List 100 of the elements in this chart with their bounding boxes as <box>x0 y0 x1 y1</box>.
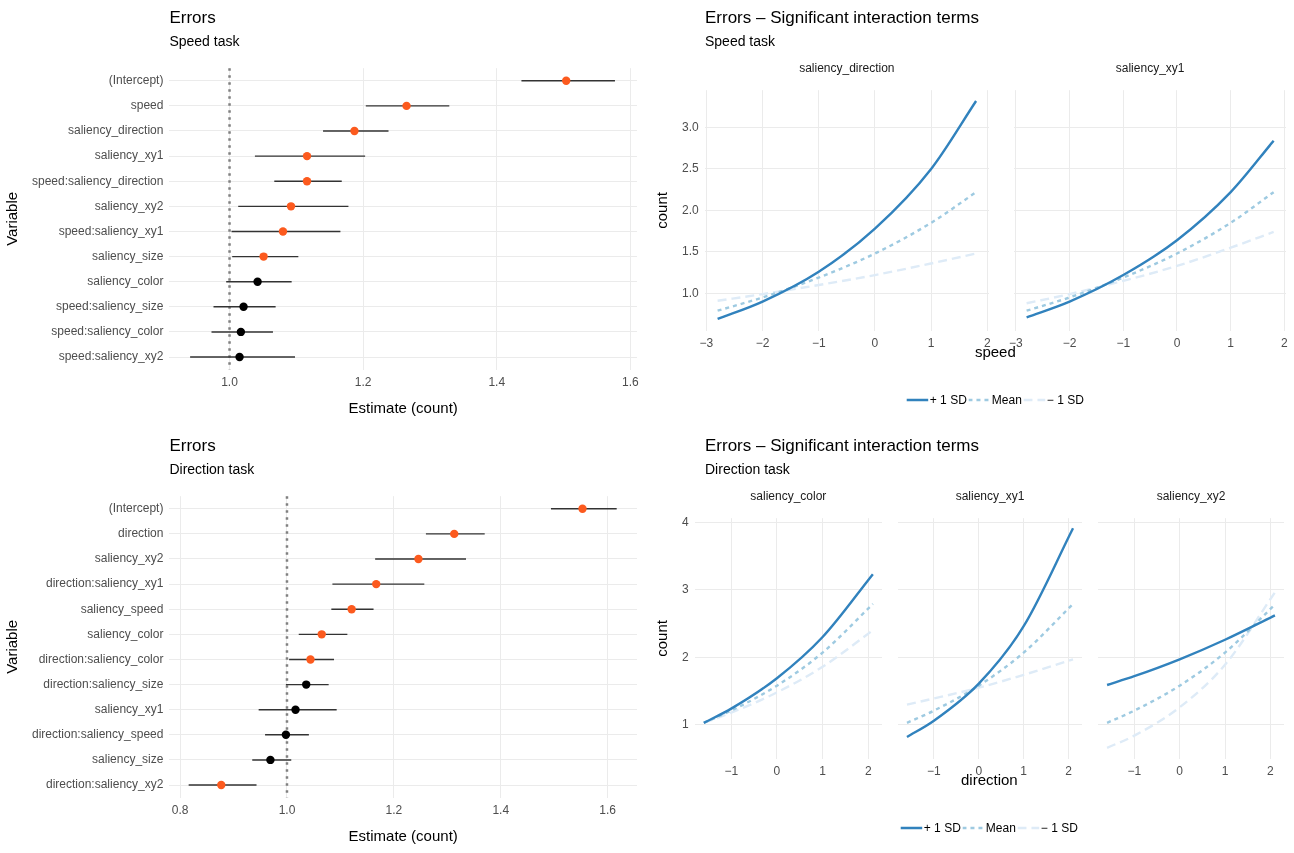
y-tick-label: speed <box>130 98 164 113</box>
point <box>561 76 571 85</box>
x-tick-label: 0 <box>1176 764 1184 779</box>
line-series <box>716 190 978 312</box>
y-tick-label: direction:saliency_speed <box>31 727 164 742</box>
text: Speed task <box>705 33 776 49</box>
y-tick-label: speed:saliency_xy2 <box>58 349 164 364</box>
legend-label: + 1 SD <box>929 393 967 407</box>
y-tick-label: saliency_color <box>87 274 164 288</box>
x-tick-label: 1 <box>1020 764 1028 779</box>
point <box>578 504 587 513</box>
point <box>317 630 326 639</box>
y-tick-label: saliency_color <box>87 626 164 641</box>
x-tick-label: −1 <box>927 764 942 779</box>
x-tick-label: 1.0 <box>221 375 239 390</box>
y-axis-title: count <box>653 191 671 229</box>
x-tick-label: 0 <box>1173 336 1181 351</box>
point <box>259 252 268 261</box>
x-tick-label: 2 <box>1281 336 1289 351</box>
y-tick-label: speed:saliency_xy1 <box>58 223 164 238</box>
y-tick-label: 3.0 <box>681 119 699 134</box>
y-tick-label: saliency_direction <box>68 123 164 138</box>
x-tick-label: −1 <box>811 336 826 351</box>
x-tick-label: 2 <box>864 764 872 779</box>
text: Direction task <box>705 461 790 477</box>
x-tick-label: −1 <box>724 764 739 779</box>
point <box>286 202 296 211</box>
point <box>350 126 359 136</box>
point <box>402 101 411 111</box>
text: Errors – Significant interaction terms <box>705 8 979 28</box>
x-axis-title: Estimate (count) <box>348 399 458 417</box>
y-axis-title: count <box>653 619 671 657</box>
point <box>372 579 381 589</box>
x-tick-label: 1.6 <box>621 375 639 390</box>
y-tick-label: speed:saliency_direction <box>31 173 164 188</box>
x-tick-label: 1.0 <box>278 803 296 818</box>
point <box>306 655 315 664</box>
y-tick-label: direction:saliency_size <box>43 676 164 691</box>
point <box>217 780 226 790</box>
point <box>347 605 356 614</box>
y-tick-label: saliency_xy1 <box>94 148 164 163</box>
y-tick-label: 2.0 <box>681 202 699 217</box>
x-tick-label: −2 <box>755 336 770 351</box>
y-tick-label: direction:saliency_xy1 <box>46 576 164 591</box>
y-tick-label: saliency_xy2 <box>94 551 164 566</box>
legend-label: Mean <box>985 821 1016 835</box>
y-tick-label: 1 <box>681 717 689 732</box>
chart-title: saliency_xy1 <box>955 489 1025 503</box>
x-tick-label: 1 <box>1221 764 1229 779</box>
x-tick-label: 1 <box>1227 336 1235 351</box>
point <box>414 554 423 564</box>
point <box>450 529 459 539</box>
x-tick-label: −2 <box>1062 336 1077 351</box>
x-tick-label: −1 <box>1127 764 1142 779</box>
x-tick-label: 0 <box>773 764 781 779</box>
y-tick-label: saliency_size <box>92 248 164 263</box>
y-tick-label: 1.5 <box>681 244 699 259</box>
point <box>291 705 300 714</box>
x-tick-label: 1.4 <box>488 375 506 390</box>
chart-title: saliency_direction <box>799 61 895 75</box>
chart-title: Errors <box>169 436 216 456</box>
legend-label: Mean <box>991 393 1022 407</box>
chart-title: saliency_xy1 <box>1115 61 1185 75</box>
y-tick-label: 2.5 <box>681 161 699 176</box>
legend-label: + 1 SD <box>923 821 961 835</box>
chart-title: Errors <box>169 8 216 28</box>
y-tick-label: saliency_size <box>92 752 164 767</box>
y-tick-label: saliency_xy2 <box>94 198 164 213</box>
legend-label: − 1 SD <box>1046 393 1084 407</box>
point <box>266 755 275 765</box>
x-tick-label: 1 <box>819 764 827 779</box>
x-tick-label: 2 <box>1267 764 1275 779</box>
y-tick-label: saliency_xy1 <box>94 702 164 716</box>
y-axis-title: Variable <box>3 191 21 246</box>
x-tick-label: 1.4 <box>492 803 510 818</box>
line-series <box>716 99 978 321</box>
point <box>302 177 312 186</box>
point <box>235 352 244 362</box>
x-tick-label: −1 <box>1116 336 1131 351</box>
y-tick-label: 4 <box>681 514 689 529</box>
x-tick-label: 1 <box>927 336 935 351</box>
y-tick-label: direction:saliency_color <box>38 651 164 666</box>
x-tick-label: 0 <box>871 336 879 351</box>
point <box>302 680 311 689</box>
point <box>236 327 246 337</box>
y-tick-label: speed:saliency_color <box>51 324 164 339</box>
point <box>239 302 248 312</box>
text: Errors – Significant interaction terms <box>705 436 979 456</box>
y-tick-label: direction <box>118 526 164 541</box>
x-tick-label: 0.8 <box>171 803 189 818</box>
x-tick-label: 1.2 <box>354 375 372 390</box>
y-tick-label: 3 <box>681 582 689 597</box>
y-tick-label: (Intercept) <box>108 501 164 516</box>
y-tick-label: direction:saliency_xy2 <box>46 777 164 792</box>
line-series <box>702 573 875 725</box>
chart-title: saliency_color <box>750 489 827 503</box>
y-tick-label: saliency_speed <box>80 601 164 616</box>
y-axis-title: Variable <box>3 619 21 674</box>
chart-subtitle: Speed task <box>169 33 240 49</box>
y-tick-label: speed:saliency_size <box>56 299 164 314</box>
